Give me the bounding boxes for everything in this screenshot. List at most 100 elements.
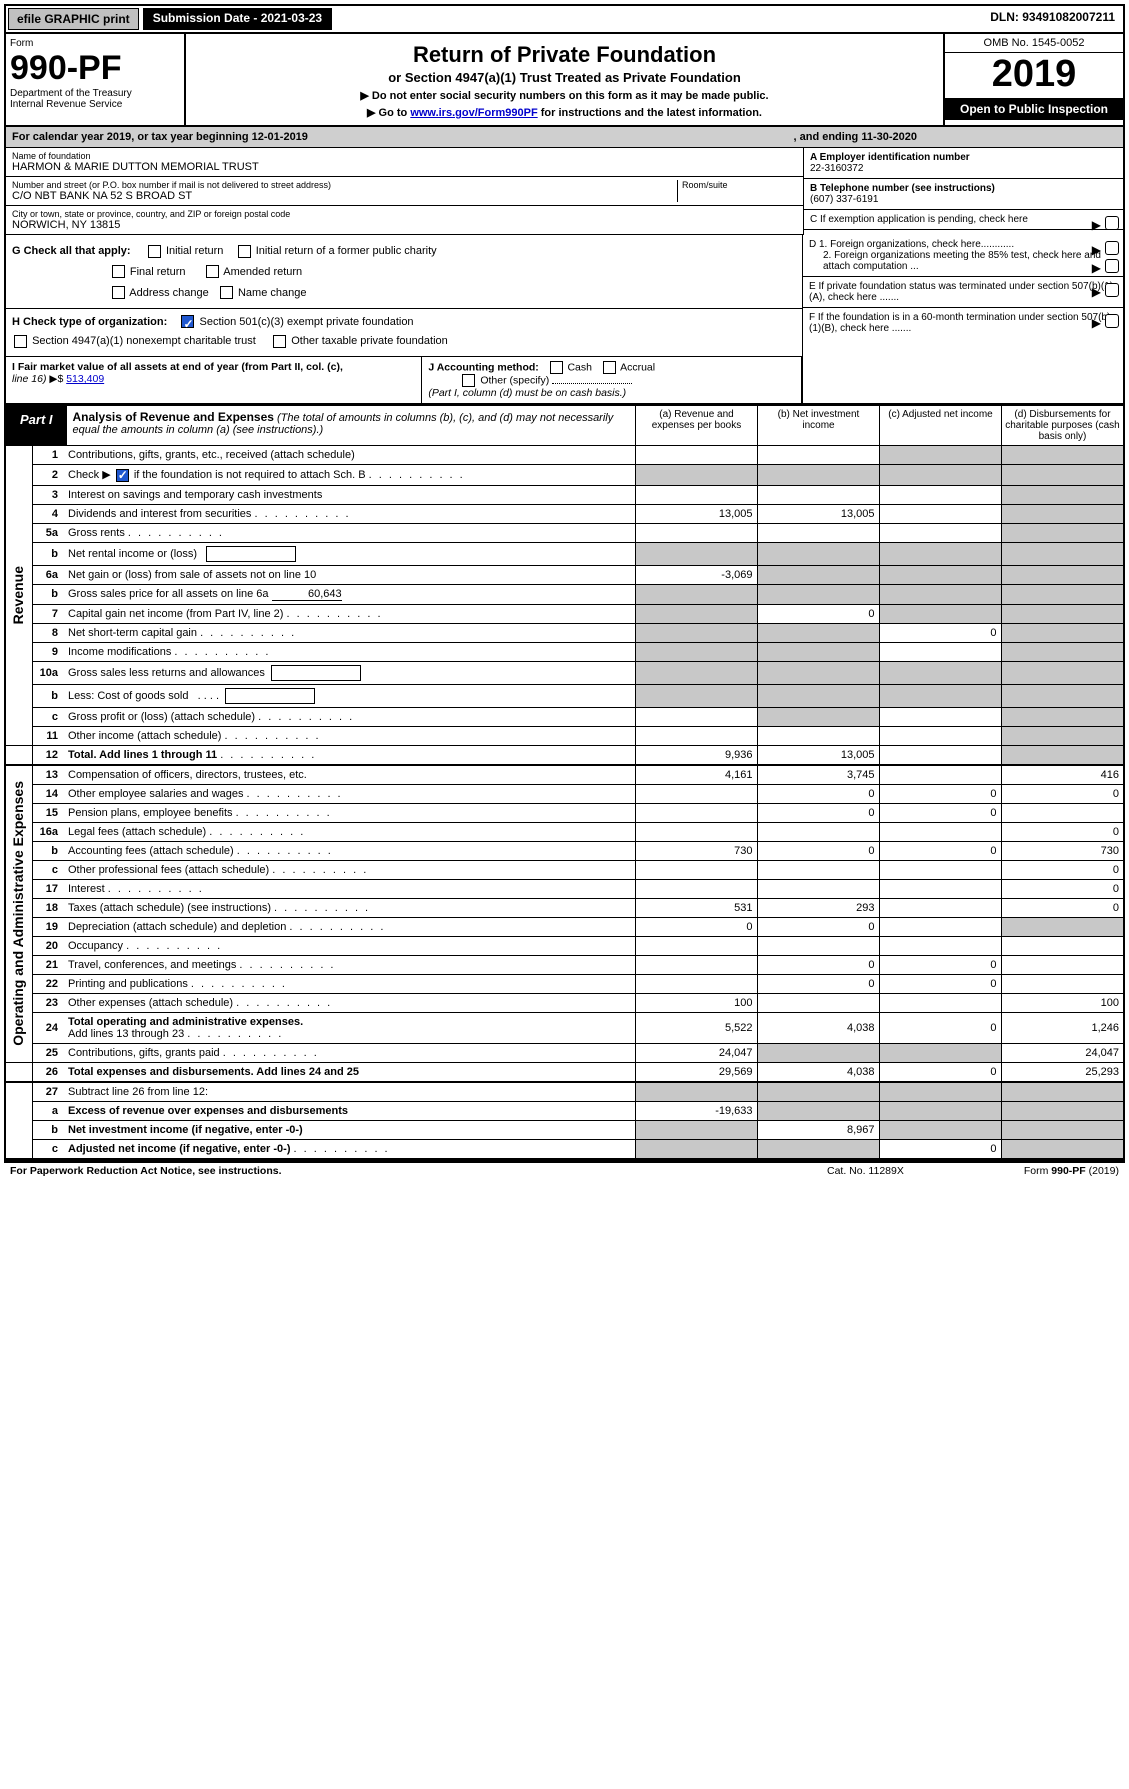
d1-section: D 1. Foreign organizations, check here..…: [803, 235, 1123, 277]
name-label: Name of foundation: [12, 151, 797, 161]
r5b-box: [206, 546, 296, 562]
h-other-checkbox[interactable]: [273, 335, 286, 348]
col-b-header: (b) Net investment income: [757, 406, 879, 445]
j-cash-label: Cash: [567, 362, 592, 374]
r23-desc: Other expenses (attach schedule): [64, 993, 635, 1012]
table-row: 25Contributions, gifts, grants paid 24,0…: [6, 1043, 1123, 1062]
r5a-desc: Gross rents: [64, 523, 635, 542]
d1-checkbox[interactable]: [1105, 241, 1119, 255]
d1-label: D 1. Foreign organizations, check here..…: [809, 239, 1014, 250]
submission-date: Submission Date - 2021-03-23: [143, 8, 332, 30]
r10a-box: [271, 665, 361, 681]
r11-desc: Other income (attach schedule): [64, 726, 635, 745]
table-row: Revenue 1Contributions, gifts, grants, e…: [6, 446, 1123, 465]
paperwork-notice: For Paperwork Reduction Act Notice, see …: [10, 1165, 282, 1177]
table-row: 23Other expenses (attach schedule) 10010…: [6, 993, 1123, 1012]
j-other-line: [552, 383, 632, 384]
g-amended-checkbox[interactable]: [206, 265, 219, 278]
efile-print-button[interactable]: efile GRAPHIC print: [8, 8, 139, 30]
i-value[interactable]: 513,409: [66, 373, 104, 385]
part1-header: Part I Analysis of Revenue and Expenses …: [6, 404, 1123, 446]
table-row: bAccounting fees (attach schedule) 73000…: [6, 841, 1123, 860]
form990pf-link[interactable]: www.irs.gov/Form990PF: [410, 107, 537, 119]
schb-checkbox[interactable]: [116, 469, 129, 482]
r5b-desc: Net rental income or (loss): [64, 542, 635, 565]
r27a-desc: Excess of revenue over expenses and disb…: [64, 1101, 635, 1120]
r18-b: 293: [757, 898, 879, 917]
table-row: 3Interest on savings and temporary cash …: [6, 485, 1123, 504]
r14-c: 0: [879, 784, 1001, 803]
addr-cell: Number and street (or P.O. box number if…: [6, 177, 803, 206]
r21-desc: Travel, conferences, and meetings: [64, 955, 635, 974]
d2-checkbox[interactable]: [1105, 259, 1119, 273]
r16a-d: 0: [1001, 822, 1123, 841]
r23-d: 100: [1001, 993, 1123, 1012]
g-label: G Check all that apply:: [12, 245, 131, 257]
r4-desc: Dividends and interest from securities: [64, 504, 635, 523]
r13-d: 416: [1001, 765, 1123, 785]
r10b-box: [225, 688, 315, 704]
r2-desc: Check ▶ if the foundation is not require…: [64, 465, 635, 486]
g-initial-checkbox[interactable]: [148, 245, 161, 258]
d2-label: 2. Foreign organizations meeting the 85%…: [809, 250, 1117, 272]
f-checkbox[interactable]: [1105, 314, 1119, 328]
table-row: 21Travel, conferences, and meetings 00: [6, 955, 1123, 974]
h-4947-checkbox[interactable]: [14, 335, 27, 348]
h-501c3-checkbox[interactable]: [181, 315, 194, 328]
tax-year: 2019: [945, 53, 1123, 96]
f-section: F If the foundation is in a 60-month ter…: [803, 308, 1123, 338]
r10a-desc: Gross sales less returns and allowances: [64, 661, 635, 684]
exemption-checkbox[interactable]: [1105, 216, 1119, 230]
table-row: 14Other employee salaries and wages 000: [6, 784, 1123, 803]
r25-desc: Contributions, gifts, grants paid: [64, 1043, 635, 1062]
r4-a: 13,005: [635, 504, 757, 523]
arrow-icon: ▶: [1092, 261, 1101, 275]
j-other-checkbox[interactable]: [462, 374, 475, 387]
r27a-a: -19,633: [635, 1101, 757, 1120]
r24-b: 4,038: [757, 1012, 879, 1043]
j-cell: J Accounting method: Cash Accrual Other …: [422, 357, 802, 403]
g-address-checkbox[interactable]: [112, 286, 125, 299]
g-row: G Check all that apply: Initial return I…: [12, 241, 796, 304]
open-to-public: Open to Public Inspection: [945, 98, 1123, 120]
table-row: 16aLegal fees (attach schedule) 0: [6, 822, 1123, 841]
addr-label: Number and street (or P.O. box number if…: [12, 180, 677, 190]
r6a-desc: Net gain or (loss) from sale of assets n…: [64, 565, 635, 584]
r9-desc: Income modifications: [64, 642, 635, 661]
form-number: 990-PF: [10, 49, 180, 88]
info-right: A Employer identification number 22-3160…: [803, 148, 1123, 235]
info-left: Name of foundation HARMON & MARIE DUTTON…: [6, 148, 803, 235]
table-row: cGross profit or (loss) (attach schedule…: [6, 707, 1123, 726]
r13-b: 3,745: [757, 765, 879, 785]
r22-desc: Printing and publications: [64, 974, 635, 993]
r8-c: 0: [879, 623, 1001, 642]
r7-b: 0: [757, 604, 879, 623]
g-final-checkbox[interactable]: [112, 265, 125, 278]
r15-c: 0: [879, 803, 1001, 822]
g-initial-former-checkbox[interactable]: [238, 245, 251, 258]
table-row: aExcess of revenue over expenses and dis…: [6, 1101, 1123, 1120]
g-opt-initial: Initial return: [166, 245, 223, 257]
part1-title: Analysis of Revenue and Expenses: [73, 410, 274, 424]
r4-b: 13,005: [757, 504, 879, 523]
r14-d: 0: [1001, 784, 1123, 803]
table-row: cAdjusted net income (if negative, enter…: [6, 1139, 1123, 1159]
r16b-d: 730: [1001, 841, 1123, 860]
g-name-checkbox[interactable]: [220, 286, 233, 299]
table-row: 18Taxes (attach schedule) (see instructi…: [6, 898, 1123, 917]
j-cash-checkbox[interactable]: [550, 361, 563, 374]
foundation-name: HARMON & MARIE DUTTON MEMORIAL TRUST: [12, 161, 797, 173]
r18-d: 0: [1001, 898, 1123, 917]
r21-c: 0: [879, 955, 1001, 974]
r8-desc: Net short-term capital gain: [64, 623, 635, 642]
form-header: Form 990-PF Department of the Treasury I…: [6, 34, 1123, 127]
g-opt-final: Final return: [130, 266, 186, 278]
col-a-header: (a) Revenue and expenses per books: [635, 406, 757, 445]
r19-a: 0: [635, 917, 757, 936]
header-right: OMB No. 1545-0052 2019 Open to Public In…: [943, 34, 1123, 125]
table-row: cOther professional fees (attach schedul…: [6, 860, 1123, 879]
r1-desc: Contributions, gifts, grants, etc., rece…: [64, 446, 635, 465]
j-accrual-checkbox[interactable]: [603, 361, 616, 374]
r22-b: 0: [757, 974, 879, 993]
e-checkbox[interactable]: [1105, 283, 1119, 297]
